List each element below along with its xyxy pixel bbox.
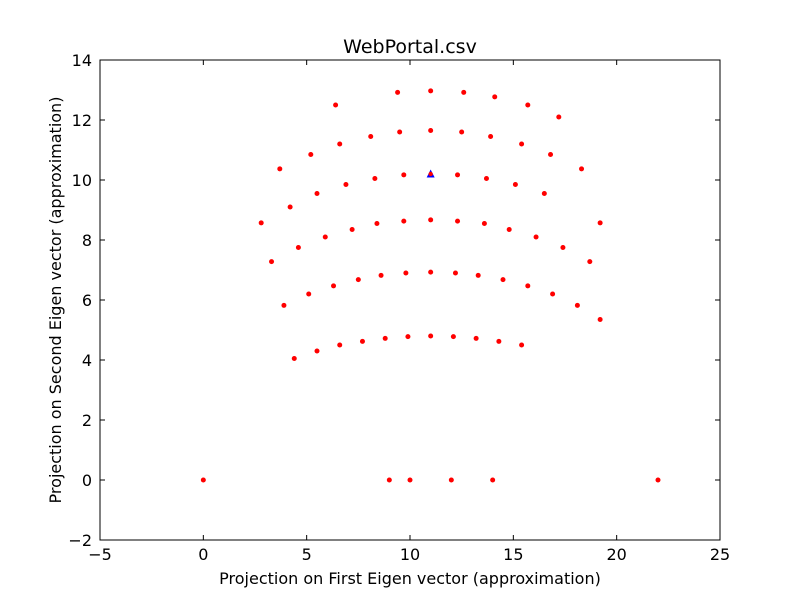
scatter-point <box>597 220 603 226</box>
scatter-point <box>277 166 283 172</box>
axis-ticks: −5 0 5 10 15 20 25 −2 0 2 4 6 8 10 12 14 <box>68 51 730 564</box>
scatter-point <box>533 234 539 240</box>
scatter-point <box>473 335 479 341</box>
y-tick-label: 14 <box>72 51 92 70</box>
scatter-point <box>372 176 378 181</box>
scatter-point <box>343 182 349 187</box>
scatter-point <box>355 277 361 283</box>
x-tick-label: 20 <box>606 545 626 564</box>
scatter-point <box>448 477 454 483</box>
y-tick-label: −2 <box>68 531 92 550</box>
scatter-point <box>314 348 320 354</box>
scatter-point <box>287 204 293 210</box>
scatter-point <box>541 191 547 196</box>
scatter-point <box>397 129 403 135</box>
x-tick-label: 5 <box>302 545 312 564</box>
scatter-point <box>407 477 413 483</box>
scatter-point <box>455 172 461 178</box>
scatter-point <box>269 259 275 265</box>
scatter-point <box>322 234 328 240</box>
scatter-point <box>428 333 434 339</box>
scatter-point <box>597 317 603 322</box>
y-tick-label: 6 <box>82 291 92 310</box>
scatter-point <box>295 245 301 250</box>
y-tick-label: 2 <box>82 411 92 430</box>
data-points <box>200 88 661 483</box>
y-axis-title: Projection on Second Eigen vector (appro… <box>46 97 65 504</box>
scatter-point <box>548 152 554 157</box>
scatter-point <box>519 141 525 147</box>
scatter-point <box>506 227 512 232</box>
x-tick-label: −5 <box>88 545 112 564</box>
scatter-point <box>496 338 502 344</box>
scatter-point <box>337 342 343 348</box>
scatter-point <box>483 176 489 181</box>
scatter-point <box>405 334 411 340</box>
scatter-point <box>488 134 494 139</box>
scatter-point <box>655 477 661 483</box>
scatter-point <box>579 166 585 172</box>
scatter-point <box>349 227 355 232</box>
highlight-point-center <box>428 171 433 177</box>
scatter-point <box>281 302 287 308</box>
scatter-point <box>200 477 206 483</box>
scatter-point <box>500 277 506 283</box>
scatter-point <box>331 283 337 289</box>
chart-title: WebPortal.csv <box>343 36 477 58</box>
scatter-point <box>461 89 467 95</box>
scatter-point <box>428 88 434 94</box>
y-tick-label: 10 <box>72 171 92 190</box>
scatter-point <box>368 134 374 139</box>
scatter-point <box>481 221 487 226</box>
y-tick-label: 8 <box>82 231 92 250</box>
scatter-point <box>308 152 314 157</box>
scatter-point <box>374 221 380 226</box>
scatter-point <box>556 114 562 120</box>
x-axis-title: Projection on First Eigen vector (approx… <box>219 569 601 588</box>
scatter-point <box>455 218 461 224</box>
scatter-point <box>428 128 434 133</box>
x-tick-label: 10 <box>400 545 420 564</box>
scatter-point <box>314 191 320 196</box>
x-tick-label: 0 <box>198 545 208 564</box>
x-tick-label: 15 <box>503 545 523 564</box>
scatter-point <box>291 356 297 361</box>
scatter-point <box>337 141 343 147</box>
scatter-point <box>378 272 384 278</box>
scatter-point <box>382 335 388 341</box>
y-tick-label: 4 <box>82 351 92 370</box>
y-tick-label: 12 <box>72 111 92 130</box>
scatter-point <box>525 102 531 108</box>
scatter-point <box>550 291 556 297</box>
scatter-point <box>403 270 409 276</box>
scatter-point <box>401 172 407 178</box>
scatter-point <box>475 272 481 278</box>
scatter-point <box>450 334 456 340</box>
x-tick-label: 25 <box>710 545 730 564</box>
scatter-point <box>512 182 518 187</box>
scatter-point <box>492 94 498 100</box>
scatter-point <box>306 291 312 297</box>
y-tick-label: 0 <box>82 471 92 490</box>
scatter-point <box>574 302 580 308</box>
scatter-point <box>428 269 434 275</box>
scatter-point <box>258 220 264 226</box>
scatter-point <box>452 270 458 276</box>
scatter-point <box>359 338 365 344</box>
scatter-point <box>525 283 531 289</box>
scatter-point <box>386 477 392 483</box>
scatter-point <box>560 245 566 250</box>
scatter-point <box>333 102 339 108</box>
scatter-point <box>587 259 593 265</box>
scatter-point <box>395 89 401 95</box>
scatter-point <box>428 217 434 223</box>
scatter-point <box>519 342 525 348</box>
scatter-point <box>401 218 407 224</box>
scatter-point <box>459 129 465 135</box>
scatter-point <box>490 477 496 483</box>
